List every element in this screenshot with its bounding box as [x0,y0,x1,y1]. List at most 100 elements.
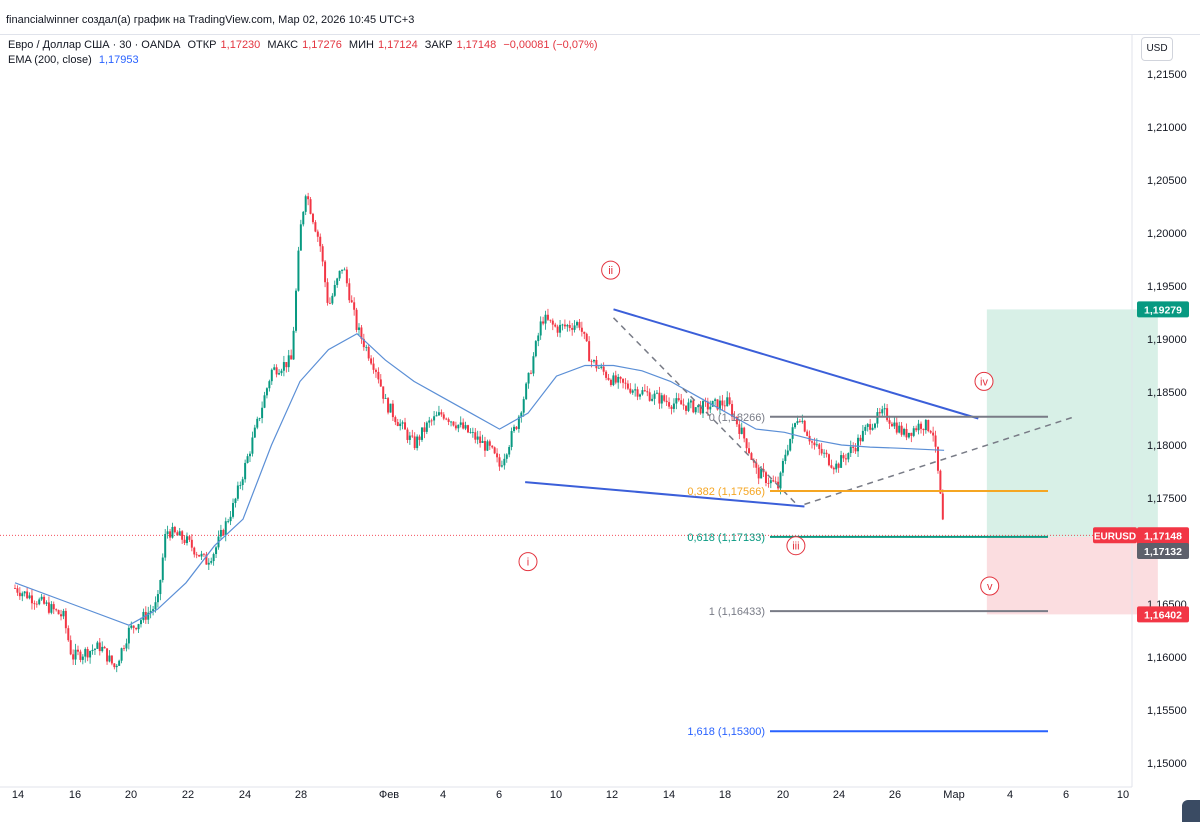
candle-body [290,355,293,360]
candle-body [878,412,881,414]
candle-body [452,421,455,426]
candle-body [166,531,169,535]
candle-body [866,424,869,427]
candle-body [454,425,457,429]
price-tick-label: 1,18500 [1147,387,1187,399]
fib-level-label: 0,618 (1,17133) [687,532,765,544]
candle-body [316,231,319,237]
candle-body [772,480,775,482]
candle-body [757,467,760,479]
candle-body [207,562,210,565]
candle-body [924,419,927,431]
low-label: МИН [348,39,374,51]
candle-body [299,224,302,251]
price-tick-label: 1,15000 [1147,758,1187,770]
candle-body [60,614,63,617]
candle-body [796,421,799,424]
candle-body [404,422,407,430]
candle-body [219,529,222,537]
fib-level-label: 1 (1,16433) [709,606,765,618]
candle-body [21,593,24,597]
candle-body [423,427,426,432]
candle-body [852,446,855,448]
candle-body [84,649,87,657]
candle-body [89,651,92,658]
candle-body [806,431,809,436]
candle-body [96,642,99,649]
candle-body [566,325,569,327]
candle-body [573,325,576,330]
candle-body [551,320,554,325]
currency-button[interactable]: USD [1141,37,1173,61]
candle-body [917,423,920,431]
time-tick-label: 10 [1117,789,1129,801]
candle-body [607,377,610,380]
candle-body [450,421,453,423]
candle-body [648,392,651,401]
candle-body [721,400,724,406]
candle-body [513,426,516,432]
candle-body [270,369,273,382]
candle-body [40,596,43,600]
candle-body [873,423,876,428]
candle-body [624,382,627,384]
candle-body [297,250,300,291]
candle-body [86,649,89,658]
candle-body [687,402,690,411]
candle-body [907,432,910,438]
candle-body [779,472,782,489]
candle-body [154,602,157,610]
time-tick-label: 4 [440,789,446,801]
ema-legend[interactable]: EMA (200, close) 1,17953 [8,54,143,66]
candle-body [171,526,174,538]
candle-body [258,418,261,419]
time-tick-label: 14 [12,789,24,801]
candle-body [355,309,358,330]
candle-body [418,436,421,440]
candle-body [333,284,336,296]
candle-body [341,269,344,271]
price-tick-label: 1,17500 [1147,493,1187,505]
price-tick-label: 1,21500 [1147,69,1187,81]
wave-label: v [987,581,993,593]
candle-body [767,482,770,484]
candle-body [527,372,530,384]
candle-body [714,399,717,401]
candle-body [251,437,254,454]
symbol-name: Евро / Доллар США · 30 · OANDA [8,39,181,51]
candle-body [38,599,41,605]
candle-body [127,627,130,644]
candle-body [619,376,622,379]
price-chart[interactable]: 1,150001,155001,160001,165001,170001,175… [0,35,1200,822]
candle-body [510,431,513,448]
candle-body [188,536,191,540]
candle-body [23,591,26,594]
candle-body [416,436,419,449]
candle-body [106,648,109,662]
high-label: МАКС [267,39,299,51]
candle-body [239,485,242,486]
candle-body [314,222,317,232]
candle-body [549,319,552,321]
candle-body [74,649,77,660]
candle-body [215,547,218,555]
candle-body [929,431,932,433]
candle-body [469,432,472,434]
candle-body [244,462,247,480]
ema-value: 1,17953 [98,54,139,66]
candle-body [62,610,65,617]
candle-body [515,426,518,429]
candle-body [813,442,816,446]
candle-body [769,480,772,484]
candle-body [794,423,797,428]
candle-body [847,453,850,460]
candle-body [98,642,101,652]
candle-body [425,422,428,432]
symbol-legend[interactable]: Евро / Доллар США · 30 · OANDA ОТКР 1,172… [8,39,602,51]
candle-body [597,367,600,369]
candle-body [915,428,918,431]
time-tick-label: 28 [295,789,307,801]
candle-body [936,446,939,471]
candle-body [784,454,787,461]
candle-body [265,388,268,396]
